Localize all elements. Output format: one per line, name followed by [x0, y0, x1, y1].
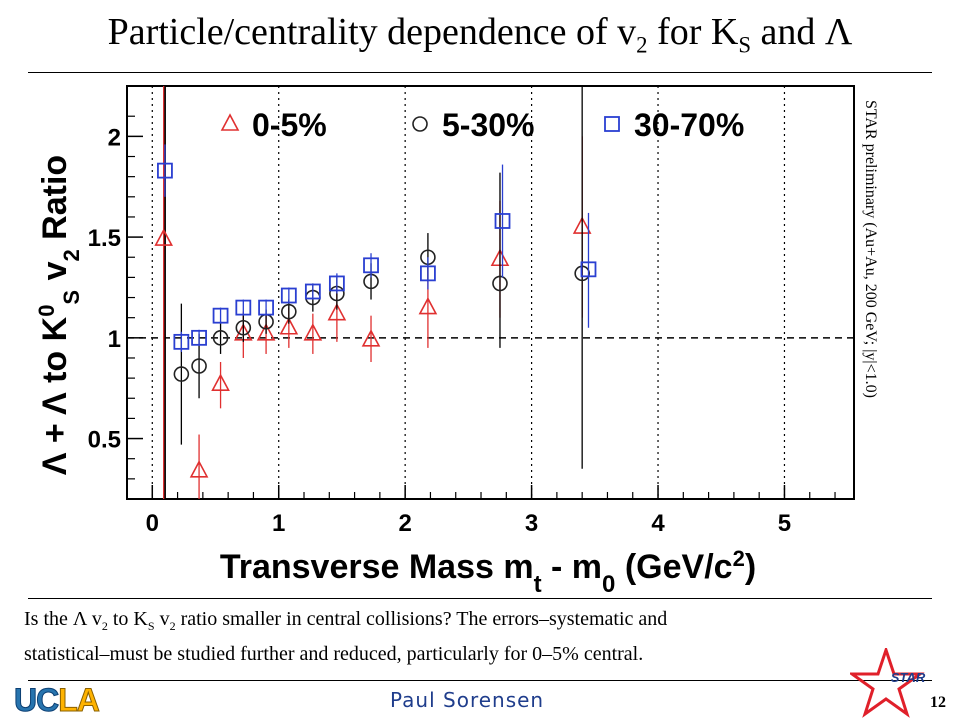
x-axis-label: Transverse Mass mt - m0 (GeV/c2)	[220, 546, 756, 598]
y-axis-label: Λ + Λ to K0S v2 Ratio	[34, 155, 84, 475]
y-tick-label: 2	[108, 124, 121, 151]
data-point-0-5pct	[189, 460, 209, 478]
data-point-5-30pct	[281, 303, 297, 320]
x-tick-label: 2	[398, 510, 411, 537]
title-rule	[28, 72, 932, 73]
data-point-5-30pct	[492, 275, 508, 292]
caption-rule	[28, 598, 932, 599]
y-tick-label: 0.5	[88, 427, 121, 454]
data-point-0-5pct	[211, 373, 230, 391]
star-preliminary-annotation: STAR preliminary (Au+Au, 200 GeV; |y|<1.…	[862, 100, 879, 398]
data-point-0-5pct	[154, 228, 173, 246]
data-point-30-70pct	[280, 287, 297, 304]
star-icon	[850, 648, 925, 718]
data-point-0-5pct	[361, 329, 381, 347]
plot-frame	[126, 85, 855, 500]
legend-label-0-5pct: 0-5%	[252, 107, 327, 143]
title-text-end: and Λ	[751, 11, 853, 53]
legend-marker-30-70pct	[604, 116, 620, 132]
data-point-0-5pct	[327, 302, 347, 321]
presenter-name: Paul Sorensen	[390, 688, 545, 712]
data-point-30-70pct	[580, 261, 597, 278]
footer-rule	[28, 680, 932, 681]
data-point-30-70pct	[304, 283, 321, 300]
y-tick-label: 1.5	[88, 225, 121, 252]
data-point-30-70pct	[363, 257, 379, 274]
plot-grid-lines	[127, 86, 854, 499]
slide-caption: Is the Λ v2 to KS v2 ratio smaller in ce…	[24, 605, 924, 668]
data-point-5-30pct	[173, 366, 190, 382]
title-sub-s: S	[738, 32, 752, 58]
caption-line-2: statistical–must be studied further and …	[24, 643, 644, 665]
x-tick-label: 4	[651, 510, 665, 537]
y-tick-label: 1	[108, 326, 121, 353]
data-point-30-70pct	[157, 162, 173, 179]
star-logo: STAR	[850, 648, 926, 718]
star-logo-text: STAR	[891, 670, 926, 685]
caption-line-1: Is the Λ v2 to KS v2 ratio smaller in ce…	[24, 608, 668, 633]
plot-data-points	[154, 86, 597, 499]
ucla-logo: UCLA	[13, 682, 100, 719]
title-sub-2: 2	[636, 32, 648, 58]
data-point-30-70pct	[420, 265, 436, 282]
x-tick-label: 5	[778, 510, 791, 537]
plot-ticks: 0 1 2 3 4 5 0.5 1 1.5 2	[88, 115, 836, 537]
data-point-30-70pct	[212, 307, 229, 324]
data-point-30-70pct	[235, 299, 252, 316]
data-point-30-70pct	[173, 333, 190, 350]
data-point-30-70pct	[258, 299, 274, 316]
page-number: 12	[930, 694, 946, 711]
data-point-0-5pct	[418, 296, 438, 315]
slide-title: Particle/centrality dependence of v2 for…	[0, 10, 960, 59]
data-point-30-70pct	[328, 275, 345, 292]
data-point-30-70pct	[494, 213, 511, 229]
data-point-5-30pct	[212, 330, 229, 346]
title-text: Particle/centrality dependence of v	[107, 11, 637, 53]
legend-label-5-30pct: 5-30%	[442, 107, 535, 143]
x-tick-label: 3	[525, 510, 538, 537]
data-point-0-5pct	[256, 323, 276, 341]
data-point-0-5pct	[279, 317, 299, 335]
v2-ratio-chart: 0 1 2 3 4 5 0.5 1 1.5 2 0-5% 5-30% 30-70% Transvers…	[34, 85, 879, 598]
data-point-5-30pct	[191, 358, 207, 374]
data-point-30-70pct	[191, 329, 207, 346]
legend-label-30-70pct: 30-70%	[634, 107, 744, 143]
x-tick-label: 0	[146, 510, 159, 537]
title-text-mid: for K	[647, 11, 739, 53]
x-tick-label: 1	[272, 510, 285, 537]
plot-legend: 0-5% 5-30% 30-70%	[220, 107, 744, 143]
legend-marker-5-30pct	[412, 116, 428, 132]
data-point-0-5pct	[303, 323, 323, 341]
data-point-5-30pct	[235, 319, 252, 336]
legend-marker-0-5pct	[220, 113, 240, 131]
